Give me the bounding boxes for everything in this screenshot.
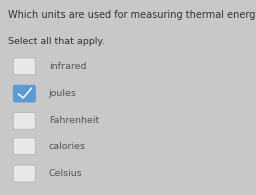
FancyBboxPatch shape xyxy=(13,113,35,129)
Text: Celsius: Celsius xyxy=(49,169,82,178)
FancyBboxPatch shape xyxy=(13,138,35,155)
Text: calories: calories xyxy=(49,142,86,151)
Text: infrared: infrared xyxy=(49,62,86,71)
FancyBboxPatch shape xyxy=(13,85,35,102)
Text: Select all that apply.: Select all that apply. xyxy=(8,37,104,46)
Text: Which units are used for measuring thermal energy?: Which units are used for measuring therm… xyxy=(8,10,256,20)
Text: Fahrenheit: Fahrenheit xyxy=(49,116,99,125)
FancyBboxPatch shape xyxy=(13,165,35,182)
FancyBboxPatch shape xyxy=(13,58,35,75)
Text: joules: joules xyxy=(49,89,77,98)
